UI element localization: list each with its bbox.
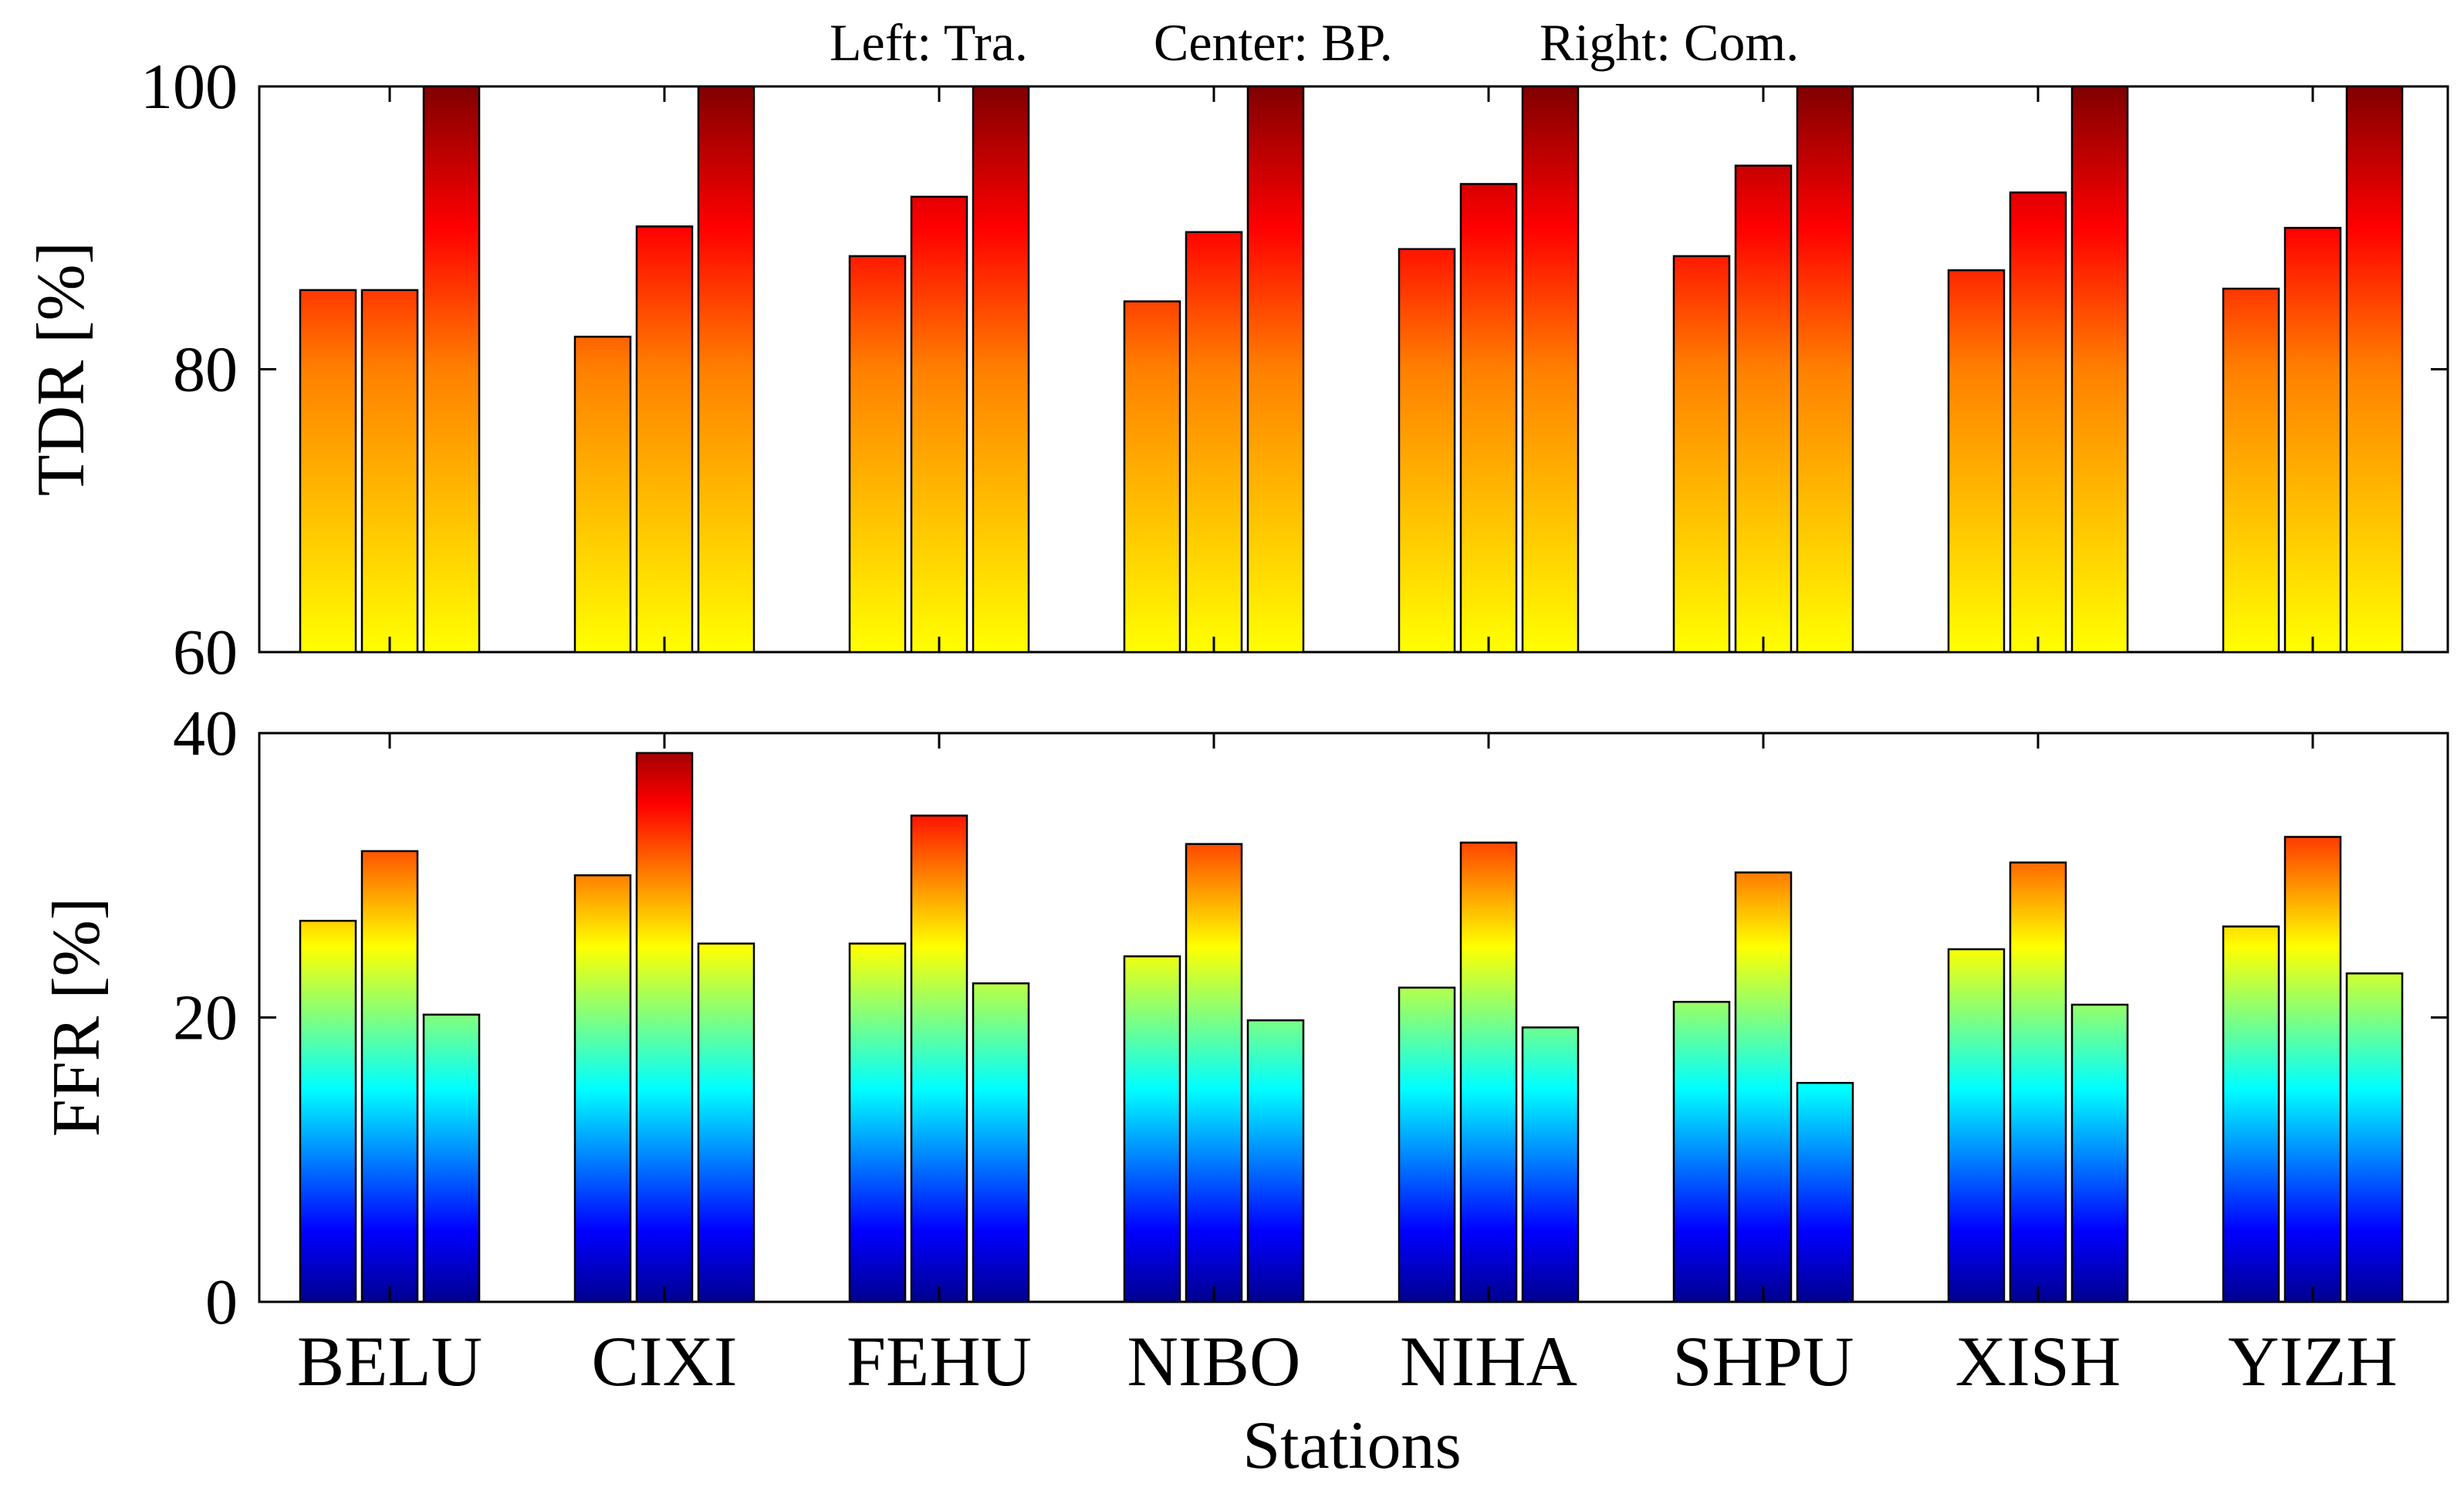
- tdr-bar-niha-bp: [1459, 183, 1518, 654]
- tdr-y-tick-label: 100: [140, 51, 238, 123]
- ffr-bar-shpu-tra: [1672, 1000, 1731, 1303]
- station-label-yizh: YIZH: [2228, 1322, 2398, 1401]
- tdr-bar-yizh-com: [2345, 85, 2404, 654]
- tdr-bar-fehu-com: [972, 85, 1030, 654]
- station-label-xish: XISH: [1955, 1322, 2121, 1401]
- ffr-bar-niha-com: [1521, 1026, 1580, 1303]
- tdr-bar-fehu-bp: [910, 195, 968, 654]
- tdr-bar-xish-tra: [1947, 269, 2006, 654]
- ffr-bar-xish-com: [2070, 1003, 2129, 1303]
- tdr-bar-niha-tra: [1398, 248, 1456, 654]
- ffr-y-tick-label: 40: [173, 698, 238, 769]
- tdr-bar-shpu-tra: [1672, 255, 1731, 654]
- station-label-belu: BELU: [297, 1322, 482, 1401]
- tdr-bar-yizh-tra: [2222, 287, 2280, 654]
- ffr-bar-nibo-tra: [1123, 955, 1181, 1303]
- ffr-bar-nibo-bp: [1185, 843, 1243, 1303]
- tdr-bar-cixi-bp: [635, 225, 694, 654]
- legend-right-label: Right: Com.: [1540, 13, 1799, 72]
- station-label-niha: NIHA: [1400, 1322, 1577, 1401]
- tdr-bar-cixi-com: [697, 85, 755, 654]
- ffr-bar-belu-bp: [360, 850, 419, 1303]
- tdr-bar-niha-com: [1521, 85, 1580, 654]
- tdr-panel: 60 80 100 TDR [%]: [24, 51, 2449, 688]
- tdr-bar-belu-com: [422, 85, 481, 654]
- tdr-y-tick-label: 60: [173, 617, 238, 688]
- ffr-y-tick-label: 0: [205, 1266, 238, 1338]
- ffr-bar-cixi-bp: [635, 752, 694, 1303]
- tdr-bar-belu-bp: [360, 289, 419, 654]
- tdr-bar-nibo-bp: [1185, 231, 1243, 654]
- ffr-bar-yizh-com: [2345, 972, 2404, 1303]
- ffr-bar-xish-bp: [2009, 861, 2067, 1303]
- ffr-y-ticks: 0 20 40: [173, 698, 2448, 1338]
- ffr-bar-shpu-bp: [1734, 871, 1793, 1303]
- ffr-bar-nibo-com: [1246, 1019, 1305, 1303]
- tdr-bar-belu-tra: [299, 289, 357, 654]
- ffr-bar-fehu-bp: [910, 814, 968, 1303]
- station-label-nibo: NIBO: [1127, 1322, 1301, 1401]
- ffr-bar-fehu-tra: [848, 942, 907, 1303]
- ffr-bar-belu-com: [422, 1013, 481, 1303]
- station-label-fehu: FEHU: [847, 1322, 1032, 1401]
- station-label-shpu: SHPU: [1672, 1322, 1854, 1401]
- ffr-y-axis-label: FFR [%]: [39, 897, 114, 1137]
- ffr-bar-xish-tra: [1947, 948, 2006, 1303]
- ffr-panel: 0 20 40 BELU CIXI FEHU NIBO NIHA SHPU XISH YIZH F…: [39, 698, 2449, 1483]
- ffr-bar-fehu-com: [972, 982, 1030, 1303]
- tdr-bars: [299, 85, 2404, 654]
- ffr-bar-belu-tra: [299, 919, 357, 1303]
- tdr-bar-xish-com: [2070, 85, 2129, 654]
- ffr-bar-shpu-com: [1796, 1082, 1854, 1303]
- ffr-bar-yizh-bp: [2283, 836, 2342, 1303]
- tdr-bar-xish-bp: [2009, 191, 2067, 654]
- ffr-bar-yizh-tra: [2222, 925, 2280, 1303]
- legend-left-label: Left: Tra.: [830, 13, 1028, 72]
- ffr-bar-niha-tra: [1398, 986, 1456, 1303]
- station-label-cixi: CIXI: [591, 1322, 737, 1401]
- ffr-bar-cixi-tra: [573, 874, 632, 1303]
- tdr-bar-yizh-bp: [2283, 227, 2342, 654]
- tdr-y-axis-label: TDR [%]: [24, 242, 99, 496]
- ffr-bar-cixi-com: [697, 942, 755, 1303]
- tdr-bar-nibo-tra: [1123, 300, 1181, 654]
- x-axis-label: Stations: [1242, 1408, 1462, 1483]
- tdr-y-tick-label: 80: [173, 334, 238, 406]
- tdr-y-ticks: 60 80 100: [140, 51, 2448, 688]
- legend-center-label: Center: BP.: [1154, 13, 1393, 72]
- tdr-bar-shpu-bp: [1734, 164, 1793, 654]
- ffr-bars: [299, 752, 2404, 1303]
- ffr-y-tick-label: 20: [173, 982, 238, 1054]
- station-tick-labels: BELU CIXI FEHU NIBO NIHA SHPU XISH YIZH: [297, 1322, 2398, 1401]
- ffr-bar-niha-bp: [1459, 841, 1518, 1303]
- tdr-bar-nibo-com: [1246, 85, 1305, 654]
- tdr-bar-cixi-tra: [573, 336, 632, 654]
- tdr-bar-fehu-tra: [848, 255, 907, 654]
- tdr-bar-shpu-com: [1796, 85, 1854, 654]
